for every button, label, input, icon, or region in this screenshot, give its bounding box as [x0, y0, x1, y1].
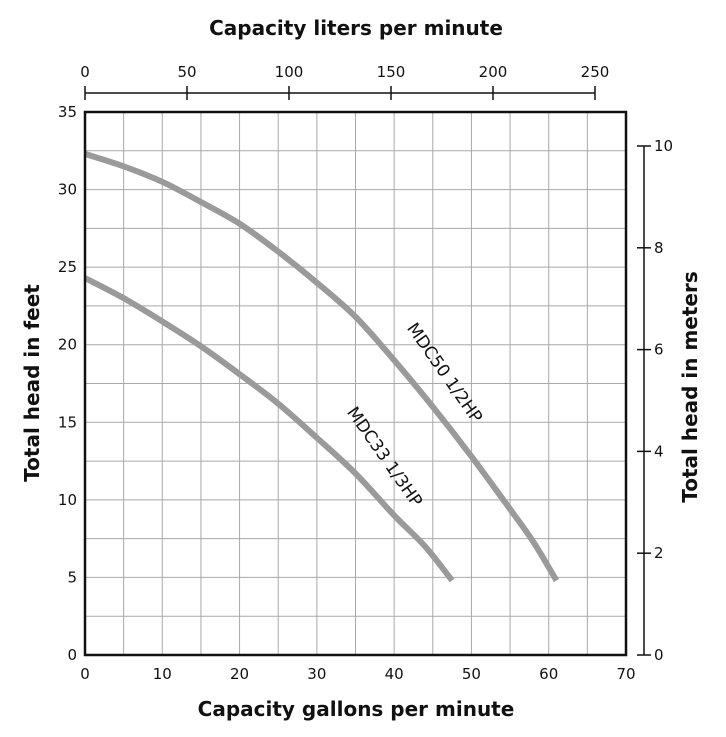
- x-tick-label: 40: [385, 665, 404, 683]
- top-tick-label: 50: [177, 63, 196, 81]
- x-tick-label: 0: [80, 665, 90, 683]
- right-tick-label: 8: [654, 239, 664, 257]
- left-axis-title: Total head in feet: [20, 284, 44, 482]
- top-tick-label: 150: [377, 63, 406, 81]
- y-tick-label: 5: [67, 568, 77, 586]
- y-axis-feet-ticks: 0 5 10 15 20 25 30 35: [58, 103, 77, 664]
- curves: [83, 151, 560, 583]
- x-tick-label: 10: [153, 665, 172, 683]
- y-axis-meters: 0 2 4 6 8 10: [637, 137, 673, 664]
- y-tick-label: 35: [58, 103, 77, 121]
- x-axis-gpm-ticks: 0 10 20 30 40 50 60 70: [80, 665, 635, 683]
- y-tick-label: 30: [58, 181, 77, 199]
- top-axis-title: Capacity liters per minute: [209, 16, 503, 40]
- curve-label: MDC50 1/2HP: [402, 319, 486, 426]
- series-line: [84, 151, 560, 583]
- x-tick-label: 50: [462, 665, 481, 683]
- right-tick-label: 4: [654, 442, 664, 460]
- plot-frame: [83, 110, 628, 657]
- y-tick-label: 20: [58, 336, 77, 354]
- curve-label-model: MDC33 1/3HP: [342, 403, 426, 510]
- curve-label: MDC33 1/3HP: [342, 403, 426, 510]
- x-tick-label: 20: [230, 665, 249, 683]
- right-tick-label: 10: [654, 137, 673, 155]
- bottom-axis-title: Capacity gallons per minute: [198, 697, 515, 721]
- right-tick-label: 6: [654, 341, 664, 359]
- y-tick-label: 10: [58, 491, 77, 509]
- x-axis-lpm: 0 50 100 150 200 250: [80, 63, 609, 100]
- top-tick-label: 250: [581, 63, 610, 81]
- y-tick-label: 25: [58, 258, 77, 276]
- x-tick-label: 70: [616, 665, 635, 683]
- curve-label-model: MDC50 1/2HP: [402, 319, 486, 426]
- y-tick-label: 0: [67, 646, 77, 664]
- right-axis-title: Total head in meters: [678, 271, 702, 503]
- series-line: [83, 275, 455, 583]
- top-tick-label: 200: [479, 63, 508, 81]
- x-tick-label: 30: [307, 665, 326, 683]
- right-tick-label: 0: [654, 646, 664, 664]
- grid: [85, 112, 626, 655]
- top-tick-label: 0: [80, 63, 90, 81]
- top-tick-label: 100: [275, 63, 304, 81]
- y-tick-label: 15: [58, 413, 77, 431]
- right-tick-label: 2: [654, 544, 664, 562]
- x-tick-label: 60: [539, 665, 558, 683]
